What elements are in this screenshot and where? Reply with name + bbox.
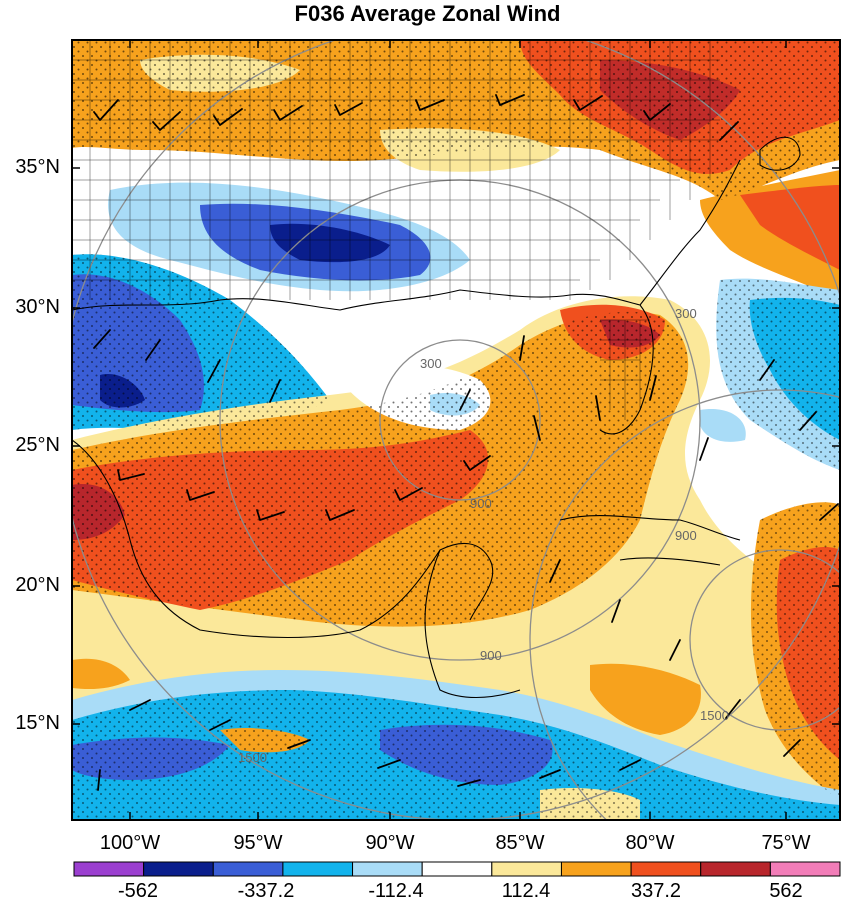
- lat-label-15n: 15°N: [15, 712, 60, 734]
- axis-ticks: [72, 40, 840, 820]
- colorbar-label: 562: [769, 880, 803, 902]
- coastlines: [72, 136, 801, 699]
- colorbar-label: -337.2: [237, 880, 295, 902]
- county-grid: [72, 40, 720, 420]
- lon-label-85w: 85°W: [495, 832, 545, 854]
- colorbar-swatch: [630, 861, 702, 877]
- colorbar-swatch: [73, 861, 145, 877]
- wind-barbs: [93, 94, 839, 791]
- lat-label-20n: 20°N: [15, 574, 60, 596]
- lon-label-95w: 95°W: [233, 832, 283, 854]
- contour-label: 300: [675, 306, 697, 321]
- colorbar-swatch: [143, 861, 214, 877]
- map-field: 300 900 1500 900 300 900 1500: [72, 40, 840, 820]
- contour-label: 1500: [700, 708, 729, 723]
- lat-label-35n: 35°N: [15, 156, 60, 178]
- lat-label-25n: 25°N: [15, 434, 60, 456]
- map-frame: [71, 39, 841, 821]
- colorbar: [73, 861, 841, 877]
- contour-label: 900: [675, 528, 697, 543]
- colorbar-label: -112.4: [368, 880, 424, 902]
- lon-label-75w: 75°W: [761, 832, 811, 854]
- lon-label-100w: 100°W: [99, 832, 161, 854]
- contour-label: 1500: [238, 750, 267, 765]
- colorbar-swatch: [560, 861, 632, 877]
- colorbar-swatch: [352, 861, 423, 877]
- colorbar-swatch: [212, 861, 284, 877]
- colorbar-swatch: [700, 861, 771, 877]
- contour-label: 900: [470, 496, 492, 511]
- lon-label-80w: 80°W: [625, 832, 675, 854]
- colorbar-label: 112.4: [501, 880, 551, 902]
- colorbar-swatch: [421, 861, 493, 877]
- contour-label: 900: [480, 648, 502, 663]
- contour-label: 300: [420, 356, 442, 371]
- colorbar-swatch: [282, 861, 354, 877]
- colorbar-label: -562: [117, 880, 159, 902]
- colorbar-label: 337.2: [630, 880, 682, 902]
- map-title: F036 Average Zonal Wind: [294, 1, 561, 26]
- colorbar-swatch: [491, 861, 562, 877]
- lon-label-90w: 90°W: [365, 832, 415, 854]
- colorbar-swatch: [769, 861, 841, 877]
- lat-label-30n: 30°N: [15, 296, 60, 318]
